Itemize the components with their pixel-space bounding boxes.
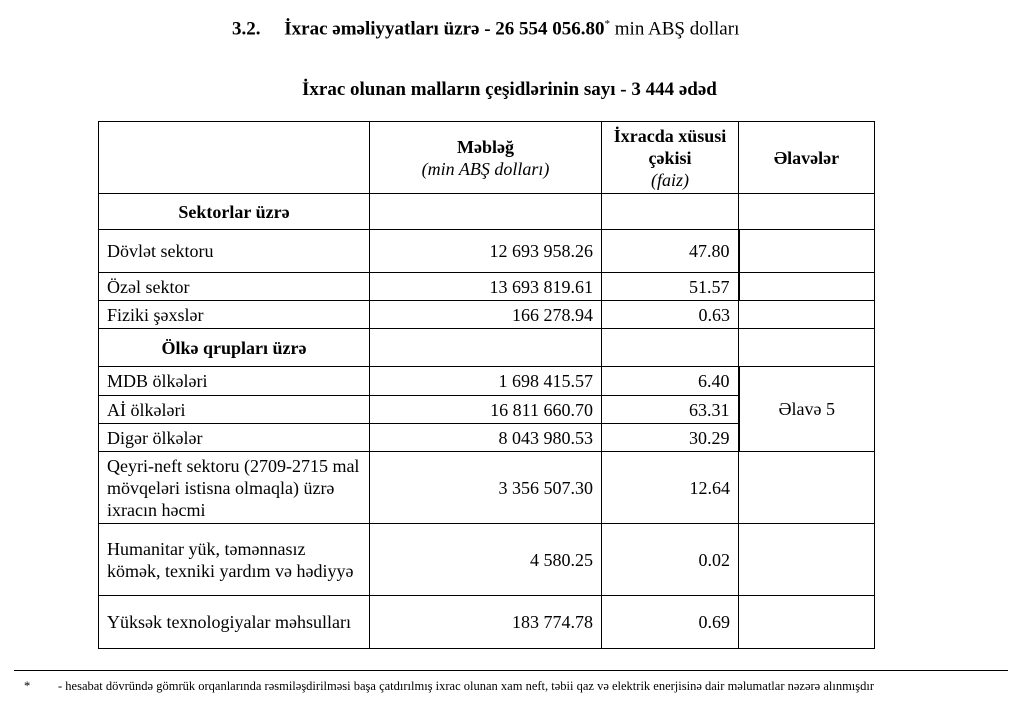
table-row: MDB ölkələri 1 698 415.57 6.40 Əlavə 5 — [98, 366, 875, 452]
export-table: Məbləğ (min ABŞ dolları) İxracda xüsusi ç… — [98, 121, 875, 649]
table-row: Özəl sektor 13 693 819.61 51.57 — [98, 272, 875, 301]
appendix-note: Əlavə 5 — [738, 366, 875, 452]
table-row: Qeyri-neft sektoru (2709-2715 mal mövqel… — [98, 451, 875, 524]
table-row: Digər ölkələr 8 043 980.53 30.29 — [98, 423, 875, 452]
header-notes: Əlavələr — [738, 121, 875, 194]
section-heading: 3.2. İxrac əməliyyatları üzrə - 26 554 0… — [232, 18, 739, 40]
table-row: Aİ ölkələri 16 811 660.70 63.31 — [98, 395, 875, 424]
footnote-marker: * — [604, 18, 611, 30]
footnote-text: - hesabat dövründə gömrük orqanlarında r… — [58, 679, 875, 693]
table-row: Dövlət sektoru 12 693 958.26 47.80 — [98, 229, 875, 273]
footnote-marker: * — [24, 679, 31, 693]
table-header-row: Məbləğ (min ABŞ dolları) İxracda xüsusi ç… — [98, 121, 875, 194]
header-amount: Məbləğ (min ABŞ dolları) — [369, 121, 602, 194]
section-row: Ölkə qrupları üzrə — [98, 328, 875, 367]
section-row: Sektorlar üzrə — [98, 193, 875, 230]
table-row: Fiziki şəxslər 166 278.94 0.63 — [98, 300, 875, 329]
heading-unit: min ABŞ dolları — [614, 18, 740, 40]
header-share: İxracda xüsusi çəkisi (faiz) — [601, 121, 739, 194]
footnote: * - hesabat dövründə gömrük orqanlarında … — [24, 679, 874, 694]
section-number: 3.2. — [232, 18, 261, 40]
table-row: Humanitar yük, təmənnasız kömək, texniki… — [98, 523, 875, 596]
table-row: Yüksək texnologiyalar məhsulları 183 774.… — [98, 595, 875, 649]
footnote-divider — [14, 670, 1008, 671]
subheading: İxrac olunan malların çeşidlərinin sayı … — [302, 79, 717, 100]
heading-text: İxrac əməliyyatları üzrə - 26 554 056.80 — [284, 18, 605, 40]
